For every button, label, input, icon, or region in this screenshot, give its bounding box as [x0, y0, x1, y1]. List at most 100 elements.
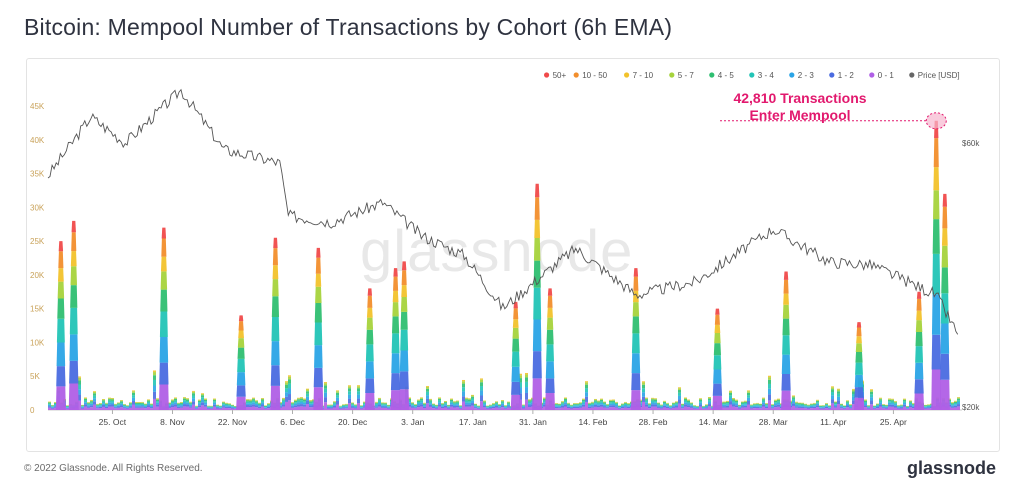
baseline-band: [909, 405, 912, 408]
baseline-band: [612, 401, 615, 404]
baseline-band: [768, 394, 771, 401]
baseline-band: [264, 407, 267, 408]
spike-segment: [713, 369, 722, 384]
baseline-band: [126, 408, 129, 410]
baseline-band: [702, 406, 705, 408]
baseline-band: [606, 408, 609, 410]
baseline-band: [675, 401, 678, 403]
baseline-band: [651, 402, 654, 405]
baseline-band: [870, 391, 873, 395]
baseline-band: [726, 407, 729, 410]
baseline-band: [558, 404, 561, 406]
baseline-band: [810, 407, 813, 409]
baseline-band: [432, 405, 435, 406]
baseline-band: [759, 407, 762, 409]
baseline-band: [204, 402, 207, 405]
spike-segment: [932, 219, 940, 254]
baseline-band: [345, 405, 348, 407]
baseline-band: [951, 405, 954, 407]
baseline-band: [363, 402, 366, 404]
baseline-band: [813, 403, 816, 404]
baseline-band: [81, 405, 84, 407]
baseline-band: [108, 399, 111, 401]
baseline-band: [438, 397, 441, 398]
baseline-band: [876, 403, 879, 405]
baseline-band: [327, 405, 330, 406]
baseline-band: [828, 405, 831, 407]
baseline-band: [66, 407, 69, 409]
baseline-band: [846, 402, 849, 404]
baseline-band: [768, 383, 771, 389]
baseline-band: [288, 388, 291, 395]
baseline-band: [252, 400, 255, 403]
baseline-band: [99, 408, 102, 410]
baseline-band: [246, 399, 249, 401]
baseline-band: [111, 402, 114, 405]
baseline-band: [201, 393, 204, 396]
baseline-band: [747, 400, 750, 405]
baseline-band: [105, 405, 108, 407]
baseline-band: [624, 406, 627, 408]
baseline-band: [354, 406, 357, 408]
baseline-band: [177, 406, 180, 408]
baseline-band: [762, 406, 765, 410]
baseline-band: [168, 403, 171, 405]
baseline-band: [90, 401, 93, 403]
baseline-band: [501, 401, 504, 403]
baseline-band: [336, 395, 339, 398]
baseline-band: [807, 405, 810, 407]
baseline-band: [756, 406, 759, 409]
baseline-band: [351, 403, 354, 405]
baseline-band: [900, 405, 903, 407]
baseline-band: [747, 395, 750, 398]
baseline-band: [99, 406, 102, 409]
baseline-band: [504, 408, 507, 410]
baseline-band: [486, 406, 489, 407]
baseline-band: [102, 404, 105, 407]
spike-segment: [236, 372, 246, 386]
baseline-band: [654, 398, 657, 400]
baseline-band: [285, 396, 288, 402]
baseline-band: [351, 405, 354, 407]
baseline-band: [846, 403, 849, 406]
spike-segment: [70, 285, 78, 308]
y-tick-label: 35K: [30, 170, 45, 179]
spike-segment: [238, 330, 244, 339]
baseline-band: [330, 408, 333, 410]
baseline-band: [822, 406, 825, 407]
baseline-band: [798, 406, 801, 408]
baseline-band: [525, 387, 528, 393]
baseline-band: [348, 403, 351, 410]
baseline-band: [486, 406, 489, 408]
baseline-band: [447, 406, 450, 407]
baseline-band: [306, 404, 309, 410]
baseline-band: [261, 400, 264, 403]
baseline-band: [213, 401, 216, 403]
spike-segment: [365, 378, 375, 393]
baseline-band: [345, 406, 348, 408]
baseline-band: [573, 404, 576, 406]
baseline-band: [591, 404, 594, 407]
baseline-band: [837, 396, 840, 401]
baseline-band: [291, 402, 294, 404]
x-tick-label: 28. Feb: [639, 417, 668, 427]
baseline-band: [792, 395, 795, 397]
spike-segment: [712, 395, 723, 410]
spike-segment: [161, 227, 167, 239]
baseline-band: [207, 408, 210, 410]
baseline-band: [804, 406, 807, 408]
baseline-band: [102, 403, 105, 405]
spike-segment: [314, 345, 323, 368]
y-tick-label: 20K: [30, 271, 45, 280]
baseline-band: [492, 406, 495, 409]
baseline-band: [843, 405, 846, 407]
baseline-band: [576, 406, 579, 409]
baseline-band: [951, 403, 954, 405]
baseline-band: [666, 404, 669, 406]
baseline-band: [105, 404, 108, 406]
baseline-band: [93, 401, 96, 405]
baseline-band: [66, 405, 69, 407]
baseline-band: [564, 400, 567, 403]
baseline-band: [663, 401, 666, 402]
baseline-band: [837, 400, 840, 405]
